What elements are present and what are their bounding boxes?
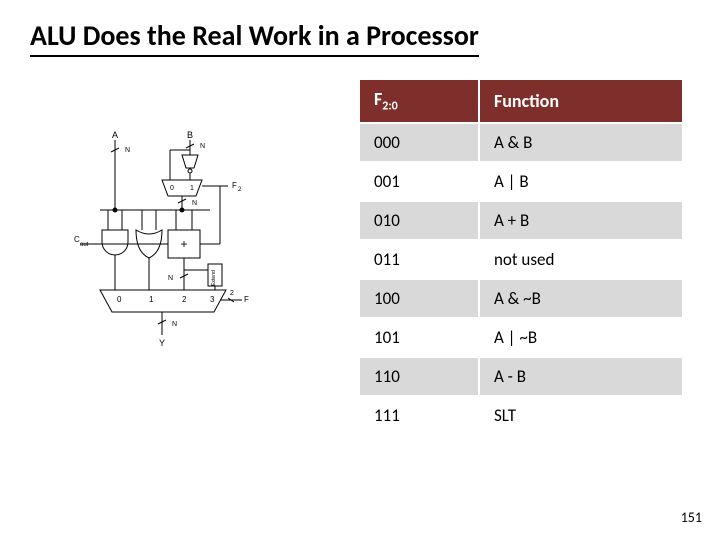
label-f2-sub: 2 bbox=[238, 187, 242, 193]
cell-func: A - B bbox=[479, 357, 683, 396]
cell-code: 001 bbox=[359, 162, 479, 201]
zext-block: Extend bbox=[211, 270, 217, 286]
page-title: ALU Does the Real Work in a Processor bbox=[30, 18, 479, 57]
mux4-1: 1 bbox=[149, 295, 154, 304]
mux4-3: 3 bbox=[210, 295, 215, 304]
label-n2: N bbox=[200, 143, 205, 150]
label-cout-sub: out bbox=[80, 242, 89, 248]
adder-plus: + bbox=[180, 237, 187, 251]
cell-code: 110 bbox=[359, 357, 479, 396]
label-n-out: N bbox=[172, 321, 177, 328]
header-f-sub: 2:0 bbox=[382, 100, 397, 114]
cell-func: A | B bbox=[479, 162, 683, 201]
table-row: 100A & ~B bbox=[359, 279, 683, 318]
mux-in0: 0 bbox=[170, 185, 174, 192]
page-number: 151 bbox=[681, 509, 702, 526]
alu-block-diagram: A N B N 0 1 F 2 N bbox=[70, 130, 250, 395]
mux4-0: 0 bbox=[117, 295, 122, 304]
mux4-2: 2 bbox=[182, 295, 187, 304]
alu-function-table: F2:0 Function 000A & B 001A | B 010A + B… bbox=[358, 78, 684, 436]
table-row: 110A - B bbox=[359, 357, 683, 396]
table-row: 111SLT bbox=[359, 396, 683, 435]
table-row: 001A | B bbox=[359, 162, 683, 201]
table-row: 101A | ~B bbox=[359, 318, 683, 357]
label-f10: F bbox=[244, 295, 249, 304]
col-header-f: F2:0 bbox=[359, 79, 479, 123]
label-n4: N bbox=[168, 275, 173, 282]
mux-sel-width: 2 bbox=[230, 290, 234, 297]
label-y: Y bbox=[159, 338, 165, 348]
table-row: 010A + B bbox=[359, 201, 683, 240]
cell-func: A & ~B bbox=[479, 279, 683, 318]
table-row: 011not used bbox=[359, 240, 683, 279]
cell-code: 101 bbox=[359, 318, 479, 357]
cell-code: 111 bbox=[359, 396, 479, 435]
cell-func: not used bbox=[479, 240, 683, 279]
mux-in1: 1 bbox=[190, 185, 194, 192]
cell-func: SLT bbox=[479, 396, 683, 435]
cell-code: 100 bbox=[359, 279, 479, 318]
table-row: 000A & B bbox=[359, 123, 683, 162]
label-b: B bbox=[187, 130, 193, 140]
cell-code: 011 bbox=[359, 240, 479, 279]
cell-code: 000 bbox=[359, 123, 479, 162]
label-f2: F bbox=[232, 181, 237, 190]
cell-code: 010 bbox=[359, 201, 479, 240]
cell-func: A + B bbox=[479, 201, 683, 240]
label-a: A bbox=[112, 130, 118, 140]
cell-func: A & B bbox=[479, 123, 683, 162]
label-n3: N bbox=[192, 200, 197, 207]
col-header-function: Function bbox=[479, 79, 683, 123]
label-n1: N bbox=[125, 147, 130, 154]
cell-func: A | ~B bbox=[479, 318, 683, 357]
